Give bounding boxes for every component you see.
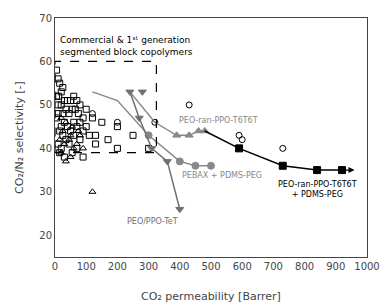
svg-text:PEO-ran-PPO-T6T6T+ PDMS-PEG: PEO-ran-PPO-T6T6T+ PDMS-PEG bbox=[278, 180, 357, 199]
svg-text:800: 800 bbox=[295, 261, 314, 272]
svg-text:PEO-ran-PPO-T6T6T: PEO-ran-PPO-T6T6T bbox=[179, 116, 258, 125]
svg-text:600: 600 bbox=[233, 261, 252, 272]
svg-text:300: 300 bbox=[139, 261, 158, 272]
svg-text:1000: 1000 bbox=[354, 261, 379, 272]
svg-text:200: 200 bbox=[108, 261, 127, 272]
svg-text:40: 40 bbox=[39, 143, 52, 154]
svg-text:50: 50 bbox=[39, 99, 52, 110]
svg-text:700: 700 bbox=[264, 261, 283, 272]
svg-text:500: 500 bbox=[201, 261, 220, 272]
svg-text:70: 70 bbox=[39, 13, 52, 24]
svg-text:900: 900 bbox=[326, 261, 345, 272]
svg-text:20: 20 bbox=[39, 230, 52, 241]
svg-text:60: 60 bbox=[39, 56, 52, 67]
svg-text:CO₂ permeability [Barrer]: CO₂ permeability [Barrer] bbox=[141, 290, 281, 303]
svg-text:CO₂/N₂ selectivity [-]: CO₂/N₂ selectivity [-] bbox=[13, 81, 26, 194]
svg-text:30: 30 bbox=[39, 186, 52, 197]
svg-text:Commercial & 1ˢᵗ generationseg: Commercial & 1ˢᵗ generationsegmented blo… bbox=[60, 35, 193, 57]
svg-text:PEO/PPO-TeT: PEO/PPO-TeT bbox=[127, 217, 178, 226]
svg-text:0: 0 bbox=[52, 261, 58, 272]
svg-text:PEBAX + PDMS-PEG: PEBAX + PDMS-PEG bbox=[182, 171, 262, 180]
svg-text:400: 400 bbox=[170, 261, 189, 272]
svg-text:100: 100 bbox=[77, 261, 96, 272]
